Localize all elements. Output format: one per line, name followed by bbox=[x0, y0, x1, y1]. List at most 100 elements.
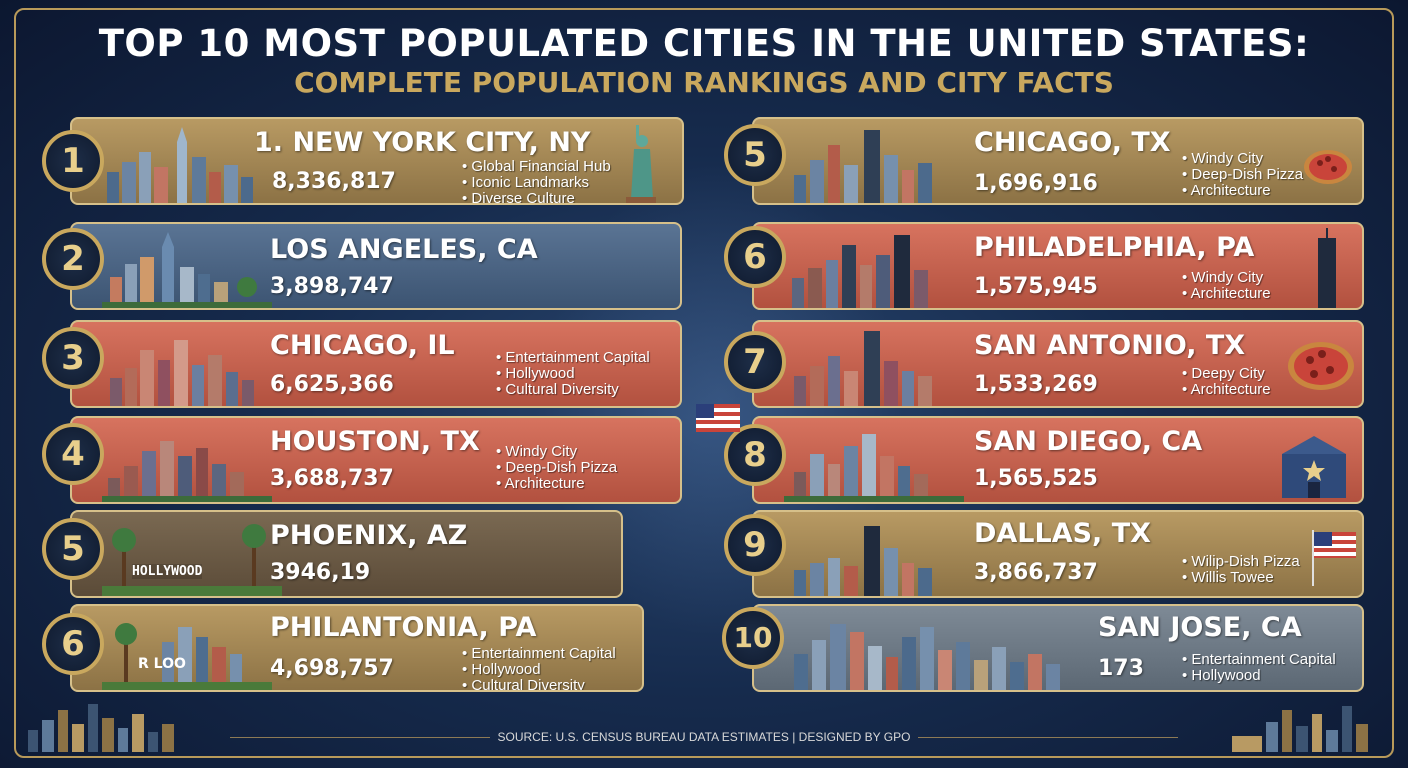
city-population: 3,688,737 bbox=[270, 466, 394, 491]
footer-skyline-left-icon bbox=[28, 704, 174, 752]
city-card-right-6: PHILADELPHIA, PA 1,575,945 Windy City Ar… bbox=[752, 222, 1364, 310]
rank-badge: 5 bbox=[724, 124, 786, 186]
city-population: 4,698,757 bbox=[270, 656, 394, 681]
footer-skyline-right-icon bbox=[1232, 706, 1368, 752]
footer-source: SOURCE: U.S. CENSUS BUREAU DATA ESTIMATE… bbox=[497, 730, 911, 744]
city-name: HOUSTON, TX bbox=[270, 426, 480, 457]
city-name: DALLAS, TX bbox=[974, 518, 1151, 549]
city-facts: Windy City Deep-Dish Pizza Architecture bbox=[1182, 151, 1304, 199]
fact-item: Diverse Culture bbox=[462, 191, 611, 204]
rank-badge: 10 bbox=[722, 607, 784, 669]
capitol-icon bbox=[1282, 436, 1346, 498]
fact-item: Windy City bbox=[1182, 270, 1271, 286]
city-name: CHICAGO, IL bbox=[270, 330, 455, 361]
skyline-icon bbox=[794, 624, 1060, 690]
city-name: SAN DIEGO, CA bbox=[974, 426, 1203, 457]
city-population: 1,696,916 bbox=[974, 171, 1098, 196]
city-population: 3946,19 bbox=[270, 560, 371, 585]
fact-item: Global Financial Hub bbox=[462, 159, 610, 175]
skyline-icon bbox=[102, 623, 272, 690]
palm-trees-icon bbox=[102, 524, 282, 596]
fact-item: Deep-Dish Pizza bbox=[1182, 167, 1303, 183]
city-facts: Windy City Deep-Dish Pizza Architecture bbox=[496, 444, 618, 492]
fact-item: Hollywood bbox=[496, 366, 650, 382]
skyline-icon bbox=[110, 340, 254, 406]
city-population: 6,625,366 bbox=[270, 372, 394, 397]
skyline-icon bbox=[102, 232, 272, 308]
city-name: PHOENIX, AZ bbox=[270, 520, 468, 551]
city-card-left-5: HOLLYWOOD PHOENIX, AZ 3946,19 bbox=[70, 510, 623, 598]
city-population: 8,336,817 bbox=[272, 169, 396, 194]
fact-item: Cultural Diversity bbox=[462, 678, 616, 691]
city-card-right-8: SAN DIEGO, CA 1,565,525 bbox=[752, 416, 1364, 504]
skyline-icon bbox=[794, 526, 932, 596]
fact-item: Deep-Dish Pizza bbox=[496, 460, 617, 476]
fact-item: Architecture bbox=[1182, 382, 1271, 398]
fact-item: Entertainment Capital bbox=[496, 350, 649, 366]
city-card-right-5: CHICAGO, TX 1,696,916 Windy City Deep-Di… bbox=[752, 117, 1364, 205]
skyline-icon bbox=[792, 235, 928, 308]
fact-item: Cultural Diversity bbox=[496, 382, 650, 398]
fact-item: Architecture bbox=[1182, 286, 1271, 302]
skyline-icon bbox=[102, 441, 272, 502]
fact-item: Willis Towee bbox=[1182, 570, 1300, 586]
hollywood-sign: HOLLYWOOD bbox=[132, 564, 203, 579]
skyline-icon bbox=[107, 127, 253, 203]
city-facts: Entertainment Capital Hollywood Cultural… bbox=[462, 646, 616, 691]
skyline-icon bbox=[784, 434, 964, 502]
hollywood-sign: R LOO bbox=[138, 656, 186, 672]
rank-badge: 2 bbox=[42, 228, 104, 290]
fact-item: Hollywood bbox=[462, 662, 616, 678]
city-population: 1,575,945 bbox=[974, 274, 1098, 299]
city-population: 3,866,737 bbox=[974, 560, 1098, 585]
city-facts: Wilip-Dish Pizza Willis Towee bbox=[1182, 554, 1300, 586]
fact-item: Architecture bbox=[1182, 183, 1303, 199]
pizza-icon bbox=[1304, 150, 1352, 184]
fact-item: Windy City bbox=[1182, 151, 1303, 167]
city-name: SAN JOSE, CA bbox=[1098, 612, 1302, 643]
fact-item: Entertainment Capital bbox=[1182, 652, 1335, 668]
city-card-left-3: CHICAGO, IL 6,625,366 Entertainment Capi… bbox=[70, 320, 682, 408]
footer-divider-right bbox=[918, 737, 1178, 738]
fact-item: Architecture bbox=[496, 476, 617, 492]
flag-icon bbox=[1312, 530, 1356, 586]
city-name: CHICAGO, TX bbox=[974, 127, 1171, 158]
city-facts: Windy City Architecture bbox=[1182, 270, 1271, 302]
city-facts: Entertainment Capital Hollywood bbox=[1182, 652, 1336, 684]
fact-item: Entertainment Capital bbox=[462, 646, 615, 662]
city-name: 1. NEW YORK CITY, NY bbox=[254, 127, 591, 158]
city-card-right-9: DALLAS, TX 3,866,737 Wilip-Dish Pizza Wi… bbox=[752, 510, 1364, 598]
fact-item: Iconic Landmarks bbox=[462, 175, 611, 191]
city-facts: Entertainment Capital Hollywood Cultural… bbox=[496, 350, 650, 398]
city-card-left-2: LOS ANGELES, CA 3,898,747 bbox=[70, 222, 682, 310]
city-card-left-6: R LOO PHILANTONIA, PA 4,698,757 Entertai… bbox=[70, 604, 644, 692]
fact-item: Deepy City bbox=[1182, 366, 1271, 382]
page-title: TOP 10 MOST POPULATED CITIES IN THE UNIT… bbox=[98, 22, 1310, 65]
statue-of-liberty-icon bbox=[626, 125, 656, 203]
city-name: PHILADELPHIA, PA bbox=[974, 232, 1255, 263]
fact-item: Windy City bbox=[496, 444, 617, 460]
city-facts: Deepy City Architecture bbox=[1182, 366, 1271, 398]
rank-badge: 5 bbox=[42, 518, 104, 580]
page-subtitle: COMPLETE POPULATION RANKINGS AND CITY FA… bbox=[294, 66, 1114, 99]
flag-icon bbox=[696, 404, 740, 432]
rank-badge: 3 bbox=[42, 327, 104, 389]
city-card-left-4: HOUSTON, TX 3,688,737 Windy City Deep-Di… bbox=[70, 416, 682, 504]
skyline-icon bbox=[794, 130, 932, 203]
city-name: LOS ANGELES, CA bbox=[270, 234, 538, 265]
rank-badge: 4 bbox=[42, 423, 104, 485]
city-card-right-7: SAN ANTONIO, TX 1,533,269 Deepy City Arc… bbox=[752, 320, 1364, 408]
city-population: 3,898,747 bbox=[270, 274, 394, 299]
city-population: 1,533,269 bbox=[974, 372, 1098, 397]
city-population: 173 bbox=[1098, 656, 1144, 681]
fact-item: Hollywood bbox=[1182, 668, 1336, 684]
rank-badge: 9 bbox=[724, 514, 786, 576]
pizza-icon bbox=[1288, 342, 1354, 390]
fact-item: Wilip-Dish Pizza bbox=[1182, 554, 1299, 570]
rank-badge: 6 bbox=[42, 613, 104, 675]
rank-badge: 7 bbox=[724, 331, 786, 393]
city-card-right-10: SAN JOSE, CA 173 Entertainment Capital H… bbox=[752, 604, 1364, 692]
footer-divider-left bbox=[230, 737, 490, 738]
city-name: PHILANTONIA, PA bbox=[270, 612, 537, 643]
rank-badge: 1 bbox=[42, 130, 104, 192]
